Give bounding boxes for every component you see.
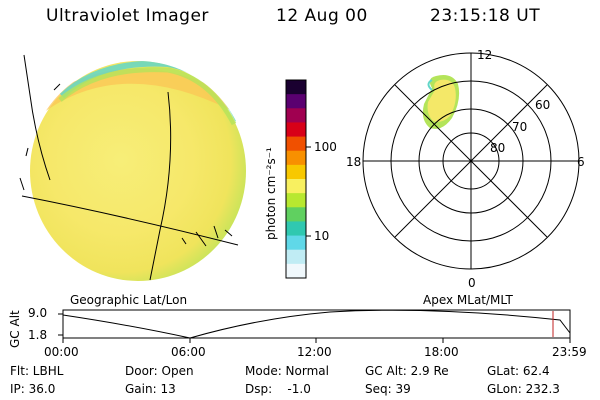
colorbar-segment (286, 136, 306, 152)
globe-image (19, 54, 248, 281)
colorbar-segment (286, 249, 306, 265)
time-tick-0000: 00:00 (44, 345, 79, 359)
mlat-label-80: 80 (490, 141, 506, 155)
colorbar-segment (286, 164, 306, 180)
altitude-tick-9: 9.0 (28, 306, 48, 320)
gain-status: Gain: 13 (125, 382, 176, 396)
time-tick-0600: 06:00 (171, 345, 206, 359)
instrument-title: Ultraviolet Imager (46, 6, 209, 26)
seq-status: Seq: 39 (365, 382, 411, 396)
mlt-label-6: 6 (577, 155, 585, 169)
colorbar-segment (286, 179, 306, 194)
colorbar-segment (286, 108, 306, 123)
mlt-label-18: 18 (346, 155, 362, 169)
image-time: 23:15:18 UT (430, 6, 541, 26)
color-scale-bar (285, 79, 311, 279)
mlt-label-0: 0 (468, 276, 476, 290)
ip-status: IP: 36.0 (10, 382, 56, 396)
colorbar-unit-label: photon cm⁻²s⁻¹ (264, 147, 278, 240)
dsp-status: Dsp: -1.0 (245, 382, 311, 396)
mlat-label-60: 60 (535, 98, 551, 112)
colorbar-tick-10: 10 (314, 229, 330, 243)
mlt-label-12: 12 (477, 48, 493, 62)
colorbar-segment (286, 221, 306, 237)
glon-status: GLon: 232.3 (487, 382, 560, 396)
mode-status: Mode: Normal (245, 364, 329, 378)
altitude-tick-1-8: 1.8 (28, 328, 48, 342)
mlat-label-70: 70 (512, 120, 528, 134)
colorbar-segment (286, 263, 306, 279)
colorbar-segment (286, 94, 306, 109)
colorbar-segment (286, 122, 306, 138)
time-tick-1200: 12:00 (297, 345, 332, 359)
colorbar-segment (286, 80, 306, 95)
colorbar-tick-100: 100 (314, 140, 337, 154)
colorbar-segment (286, 207, 306, 222)
polar-caption: Apex MLat/MLT (423, 293, 513, 307)
altitude-axis-label: GC Alt (8, 310, 22, 348)
image-date: 12 Aug 00 (276, 6, 368, 26)
door-status: Door: Open (125, 364, 194, 378)
gc-altitude-status: GC Alt: 2.9 Re (365, 364, 449, 378)
colorbar-segment (286, 235, 306, 251)
time-tick-1800: 18:00 (424, 345, 459, 359)
polar-plot (362, 52, 580, 270)
colorbar-segment (286, 193, 306, 208)
filter-status: Flt: LBHL (10, 364, 64, 378)
colorbar-segment (286, 150, 306, 166)
glat-status: GLat: 62.4 (487, 364, 550, 378)
altitude-plot (58, 309, 571, 343)
time-tick-2359: 23:59 (552, 345, 587, 359)
globe-caption: Geographic Lat/Lon (70, 293, 188, 307)
